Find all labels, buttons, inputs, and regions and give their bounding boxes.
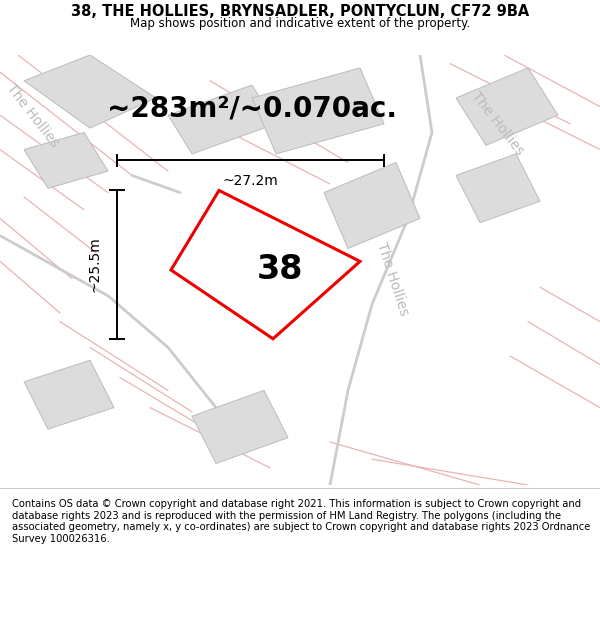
- Text: Contains OS data © Crown copyright and database right 2021. This information is : Contains OS data © Crown copyright and d…: [12, 499, 590, 544]
- Text: Map shows position and indicative extent of the property.: Map shows position and indicative extent…: [130, 18, 470, 31]
- Text: The Hollies: The Hollies: [469, 89, 527, 158]
- Polygon shape: [24, 132, 108, 188]
- Polygon shape: [456, 68, 558, 145]
- Text: ~27.2m: ~27.2m: [223, 174, 278, 188]
- Polygon shape: [171, 191, 360, 339]
- Polygon shape: [192, 391, 288, 464]
- Polygon shape: [24, 55, 156, 128]
- Text: The Hollies: The Hollies: [374, 240, 412, 317]
- Polygon shape: [168, 85, 276, 154]
- Polygon shape: [324, 162, 420, 249]
- Text: The Hollies: The Hollies: [4, 81, 62, 149]
- Polygon shape: [252, 68, 384, 154]
- Polygon shape: [24, 360, 114, 429]
- Text: ~283m²/~0.070ac.: ~283m²/~0.070ac.: [107, 95, 397, 122]
- Text: 38: 38: [257, 253, 303, 286]
- Text: 38, THE HOLLIES, BRYNSADLER, PONTYCLUN, CF72 9BA: 38, THE HOLLIES, BRYNSADLER, PONTYCLUN, …: [71, 4, 529, 19]
- Text: ~25.5m: ~25.5m: [87, 237, 101, 292]
- Polygon shape: [456, 154, 540, 222]
